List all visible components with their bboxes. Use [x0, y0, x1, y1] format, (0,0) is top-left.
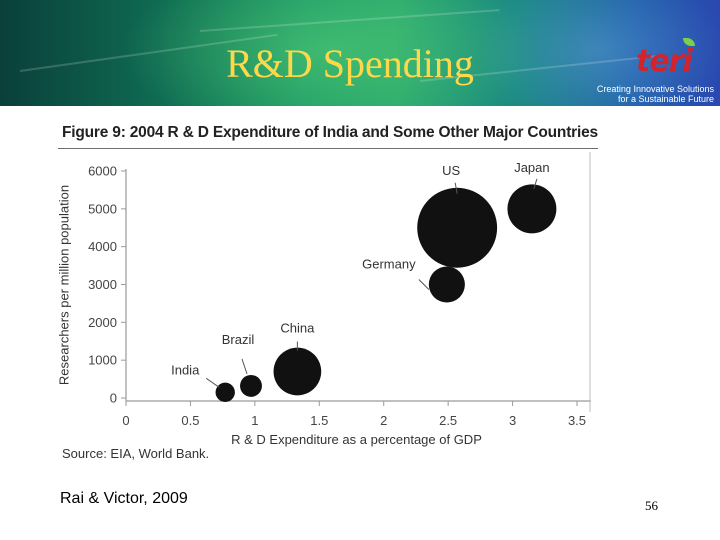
tagline-line: Creating Innovative Solutions — [596, 84, 714, 94]
slide-title: R&D Spending — [226, 41, 474, 86]
header-glow — [470, 0, 720, 106]
data-label-china: China — [280, 321, 315, 336]
teri-logo: teri — [636, 44, 693, 79]
y-tick-label: 1000 — [88, 353, 117, 368]
page-number: 56 — [645, 498, 658, 513]
y-tick-label: 5000 — [88, 201, 117, 216]
leader-line — [205, 377, 220, 388]
y-tick-label: 3000 — [88, 277, 117, 292]
bubble-india — [215, 382, 235, 402]
x-tick-label: 3 — [509, 413, 516, 428]
bubble-japan — [507, 184, 557, 234]
figure-title: Figure 9: 2004 R & D Expenditure of Indi… — [62, 124, 598, 141]
data-label-india: India — [171, 362, 200, 377]
figure-source: Source: EIA, World Bank. — [62, 446, 210, 461]
bubble-germany — [428, 266, 465, 303]
y-tick-label: 6000 — [88, 164, 117, 179]
tagline-line: for a Sustainable Future — [617, 94, 714, 104]
y-axis-label: Researchers per million population — [56, 184, 72, 386]
x-tick-label: 1 — [251, 413, 258, 428]
data-label-germany: Germany — [362, 257, 416, 272]
slide-header — [0, 0, 720, 106]
leaf-icon — [683, 38, 695, 46]
citation: Rai & Victor, 2009 — [60, 490, 188, 507]
x-tick-label: 2.5 — [439, 413, 457, 428]
leader-line — [533, 178, 538, 189]
data-label-brazil: Brazil — [222, 332, 255, 347]
x-tick-label: 0.5 — [181, 413, 199, 428]
logo-tagline: Creating Innovative Solutions for a Sust… — [597, 84, 714, 104]
bubble-brazil — [240, 374, 262, 397]
leader-line — [241, 358, 248, 375]
leader-line — [454, 182, 458, 194]
data-label-japan: Japan — [514, 160, 549, 175]
y-tick-label: 0 — [110, 391, 117, 406]
y-tick-label: 2000 — [88, 315, 117, 330]
figure-title-rule — [58, 148, 598, 149]
x-tick-label: 3.5 — [568, 413, 586, 428]
bubble-china — [273, 347, 322, 396]
x-tick-label: 1.5 — [310, 413, 328, 428]
x-axis-label: R & D Expenditure as a percentage of GDP — [231, 432, 482, 447]
x-tick-label: 0 — [122, 413, 129, 428]
data-label-us: US — [442, 163, 460, 178]
bubble-us — [417, 187, 498, 268]
leader-line — [418, 279, 430, 290]
y-tick-label: 4000 — [88, 239, 117, 254]
x-tick-label: 2 — [380, 413, 387, 428]
header-glow — [120, 0, 540, 106]
